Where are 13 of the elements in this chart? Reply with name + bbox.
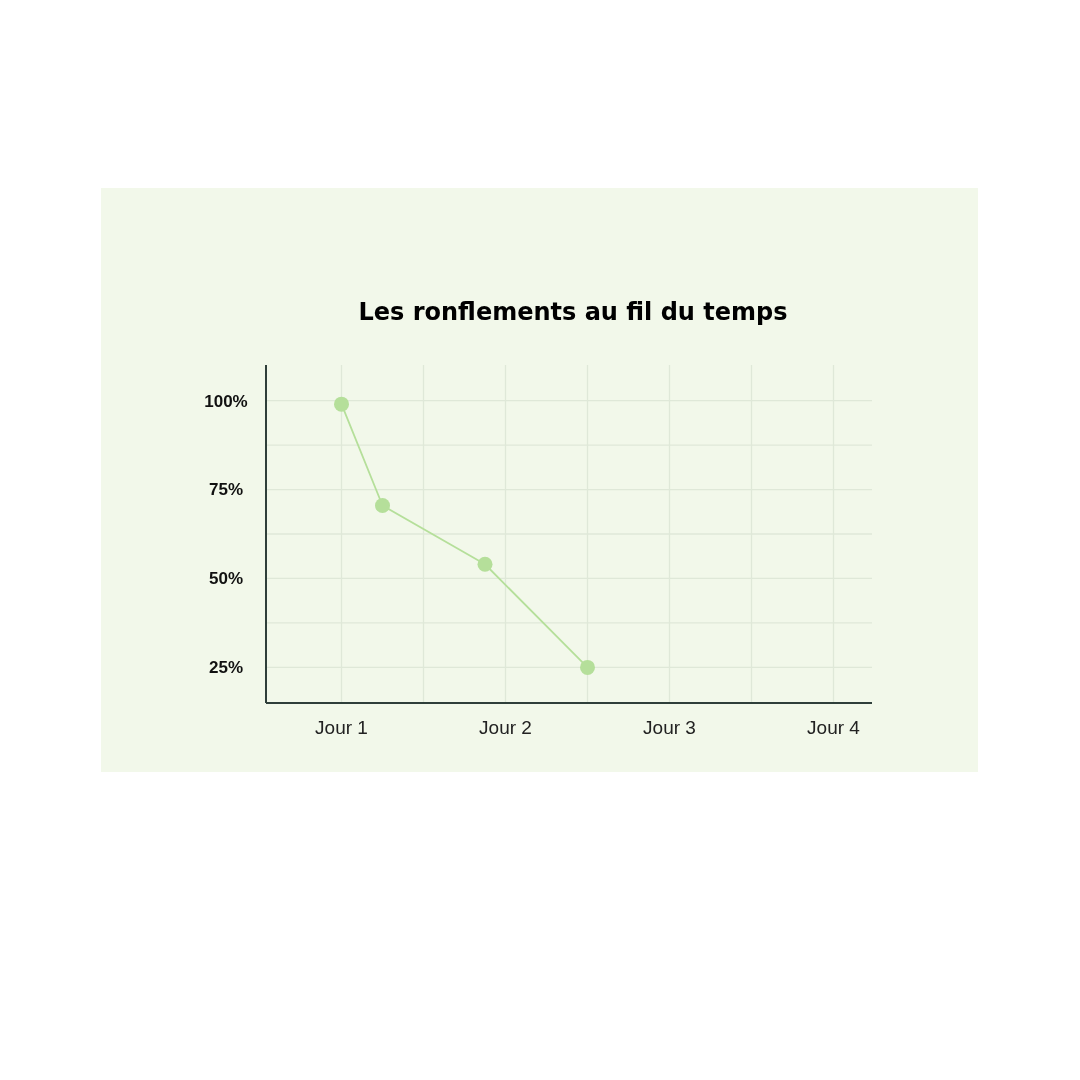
point — [375, 498, 390, 514]
x-tick-label: Jour 2 — [479, 717, 532, 738]
chart-title: Les ronflements au fil du temps — [358, 298, 788, 326]
x-tick-label: Jour 3 — [643, 717, 696, 738]
x-tick-label: Jour 1 — [315, 717, 368, 738]
y-tick-label: 75% — [208, 480, 244, 500]
point — [477, 556, 493, 572]
y-tick-label: 25% — [208, 658, 244, 678]
y-tick-label: 50% — [208, 569, 244, 589]
point — [334, 396, 349, 412]
x-tick-label: Jour 4 — [807, 717, 861, 738]
y-tick-label: 100% — [204, 391, 248, 411]
point — [580, 659, 595, 675]
